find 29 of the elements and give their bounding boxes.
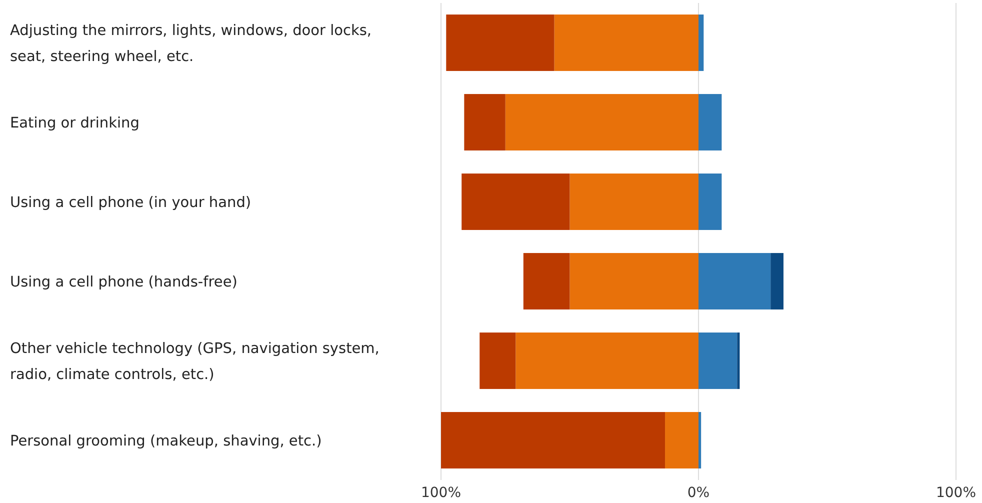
bar bbox=[698, 332, 738, 389]
y-tick-label: Using a cell phone (hands-free) bbox=[10, 274, 238, 290]
bar bbox=[665, 412, 698, 468]
bar bbox=[554, 14, 698, 71]
bar bbox=[464, 94, 506, 150]
bar bbox=[516, 332, 698, 389]
y-tick-label: Other vehicle technology (GPS, navigation system, radio, climate controls, etc.) bbox=[10, 340, 380, 383]
bar bbox=[570, 253, 698, 310]
bar bbox=[446, 14, 554, 71]
bar bbox=[441, 412, 666, 468]
y-tick-label: Personal grooming (makeup, shaving, etc.) bbox=[10, 433, 322, 450]
bar bbox=[698, 14, 704, 71]
bar bbox=[570, 174, 698, 230]
y-tick-label: Adjusting the mirrors, lights, windows, door locks, seat, steering wheel, etc. bbox=[10, 22, 372, 65]
x-tick-label: 100% bbox=[420, 484, 462, 501]
x-tick-label: 0% bbox=[687, 484, 710, 501]
y-tick-label: Eating or drinking bbox=[10, 115, 140, 132]
bar bbox=[770, 253, 784, 310]
bar bbox=[505, 94, 698, 150]
bar bbox=[523, 253, 570, 310]
bar bbox=[480, 332, 516, 389]
bar bbox=[698, 412, 702, 468]
x-tick-label: 100% bbox=[936, 484, 976, 501]
bar bbox=[737, 332, 740, 389]
bar bbox=[462, 174, 570, 230]
y-tick-label: Using a cell phone (in your hand) bbox=[10, 194, 252, 211]
bar bbox=[698, 94, 722, 150]
bar bbox=[698, 174, 722, 230]
bar bbox=[698, 253, 771, 310]
